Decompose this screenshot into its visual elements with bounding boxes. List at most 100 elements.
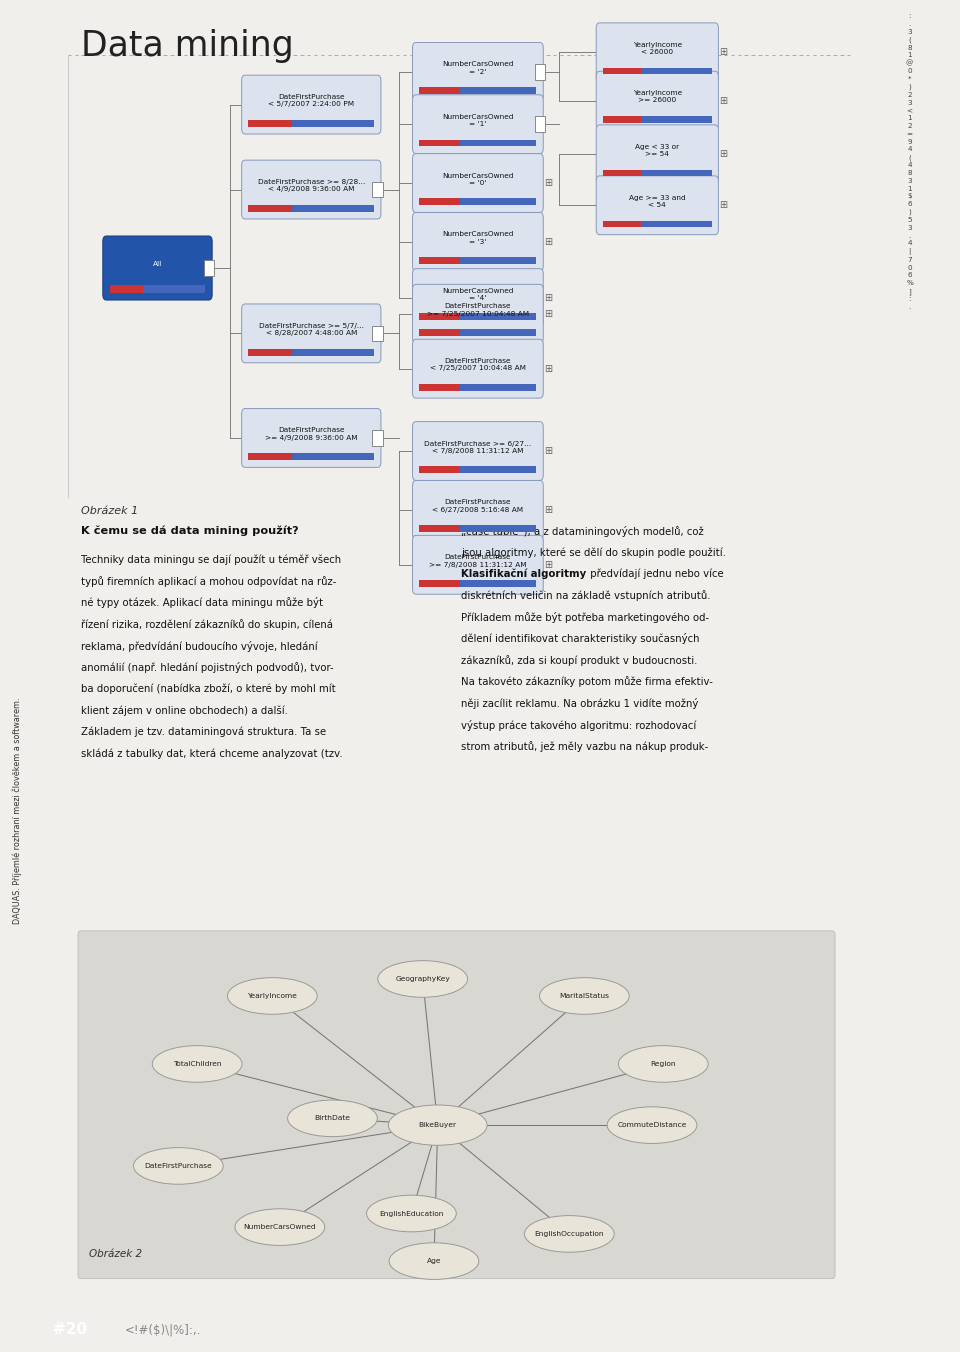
Text: něji zacílit reklamu. Na obrázku 1 vidíte možný: něji zacílit reklamu. Na obrázku 1 vidít… xyxy=(461,698,698,710)
Text: Age >= 33 and
< 54: Age >= 33 and < 54 xyxy=(629,195,685,208)
Bar xyxy=(461,526,537,533)
Text: Základem je tzv. dataminingová struktura. Ta se: Základem je tzv. dataminingová struktura… xyxy=(81,727,325,737)
Bar xyxy=(461,466,537,473)
Bar xyxy=(420,199,461,206)
Bar xyxy=(204,260,214,276)
Text: ⊞: ⊞ xyxy=(719,149,728,160)
Text: YearlyIncome
< 26000: YearlyIncome < 26000 xyxy=(633,42,682,55)
Bar xyxy=(143,285,205,292)
Ellipse shape xyxy=(607,1107,697,1144)
Bar xyxy=(461,314,537,320)
Text: ⊞: ⊞ xyxy=(544,504,552,515)
Text: Obrázek 2: Obrázek 2 xyxy=(89,1249,142,1259)
Bar xyxy=(420,466,461,473)
Bar xyxy=(461,384,537,391)
Ellipse shape xyxy=(288,1101,377,1137)
Bar xyxy=(461,88,537,95)
Bar xyxy=(420,329,461,335)
FancyBboxPatch shape xyxy=(413,95,543,154)
Bar xyxy=(372,181,383,197)
Bar xyxy=(420,314,461,320)
Text: NumberCarsOwned
= '0': NumberCarsOwned = '0' xyxy=(443,173,514,185)
Text: výstup práce takového algoritmu: rozhodovací: výstup práce takového algoritmu: rozhodo… xyxy=(461,719,696,730)
FancyBboxPatch shape xyxy=(596,124,718,184)
Text: NumberCarsOwned: NumberCarsOwned xyxy=(244,1224,316,1230)
Text: dělení identifikovat charakteristiky současných: dělení identifikovat charakteristiky sou… xyxy=(461,634,699,645)
FancyBboxPatch shape xyxy=(413,339,543,397)
Text: CommuteDistance: CommuteDistance xyxy=(617,1122,686,1128)
FancyBboxPatch shape xyxy=(413,154,543,212)
Bar xyxy=(420,139,461,146)
Text: NumberCarsOwned
= '3': NumberCarsOwned = '3' xyxy=(443,231,514,245)
FancyBboxPatch shape xyxy=(596,176,718,235)
Ellipse shape xyxy=(367,1195,456,1232)
Text: NumberCarsOwned
= '1': NumberCarsOwned = '1' xyxy=(443,114,514,127)
Text: NumberCarsOwned
= '2': NumberCarsOwned = '2' xyxy=(443,61,514,74)
Bar xyxy=(372,430,383,446)
Bar xyxy=(461,139,537,146)
FancyBboxPatch shape xyxy=(103,237,212,300)
Text: BirthDate: BirthDate xyxy=(315,1115,350,1121)
Text: ba doporučení (nabídka zboží, o které by mohl mít: ba doporučení (nabídka zboží, o které by… xyxy=(81,684,335,695)
Ellipse shape xyxy=(153,1045,242,1082)
Text: ⊞: ⊞ xyxy=(544,293,552,303)
Text: K čemu se dá data mining použít?: K čemu se dá data mining použít? xyxy=(81,526,299,537)
Text: DateFirstPurchase >= 6/27...
< 7/8/2008 11:31:12 AM: DateFirstPurchase >= 6/27... < 7/8/2008 … xyxy=(424,441,532,454)
Bar xyxy=(603,220,641,227)
Text: ⊞: ⊞ xyxy=(719,200,728,211)
Text: reklama, předvídání budoucího vývoje, hledání: reklama, předvídání budoucího vývoje, hl… xyxy=(81,641,317,652)
Text: DateFirstPurchase
>= 7/25/2007 10:04:48 AM: DateFirstPurchase >= 7/25/2007 10:04:48 … xyxy=(427,303,529,316)
Bar xyxy=(461,329,537,335)
Text: DateFirstPurchase
< 6/27/2008 5:16:48 AM: DateFirstPurchase < 6/27/2008 5:16:48 AM xyxy=(432,499,523,512)
Text: ⊞: ⊞ xyxy=(544,178,552,188)
Ellipse shape xyxy=(228,977,317,1014)
Bar xyxy=(293,120,374,127)
FancyBboxPatch shape xyxy=(413,284,543,343)
Text: Příkladem může být potřeba marketingového od-: Příkladem může být potřeba marketingovéh… xyxy=(461,612,708,623)
Bar xyxy=(420,384,461,391)
Text: BikeBuyer: BikeBuyer xyxy=(419,1122,457,1128)
Text: Obrázek 1: Obrázek 1 xyxy=(81,506,138,516)
Text: předvídají jednu nebo více: předvídají jednu nebo více xyxy=(588,569,724,579)
Ellipse shape xyxy=(389,1242,479,1279)
FancyBboxPatch shape xyxy=(242,408,381,468)
Text: All: All xyxy=(153,261,162,266)
Text: ⊞: ⊞ xyxy=(544,560,552,569)
FancyBboxPatch shape xyxy=(413,269,543,327)
Text: DAQUAS. Příjemlé rozhraní mezi člověkem a softwarem.: DAQUAS. Příjemlé rozhraní mezi člověkem … xyxy=(12,698,21,923)
Bar xyxy=(641,68,711,74)
FancyBboxPatch shape xyxy=(413,480,543,539)
Ellipse shape xyxy=(540,977,629,1014)
Text: strom atributů, jež měly vazbu na nákup produk-: strom atributů, jež měly vazbu na nákup … xyxy=(461,741,708,752)
Text: #20: #20 xyxy=(53,1322,87,1337)
Text: né typy otázek. Aplikací data miningu může být: né typy otázek. Aplikací data miningu mů… xyxy=(81,598,323,608)
Bar xyxy=(420,526,461,533)
Bar xyxy=(293,349,374,356)
Bar xyxy=(641,116,711,123)
Bar xyxy=(641,169,711,176)
Text: Data mining: Data mining xyxy=(81,28,294,62)
Text: TotalChildren: TotalChildren xyxy=(173,1061,222,1067)
Text: klient zájem v online obchodech) a další.: klient zájem v online obchodech) a další… xyxy=(81,706,287,715)
Ellipse shape xyxy=(235,1209,324,1245)
Bar xyxy=(641,220,711,227)
Text: ⊞: ⊞ xyxy=(544,446,552,456)
Text: <!#($)\|%]:,.: <!#($)\|%]:,. xyxy=(125,1324,202,1336)
Bar xyxy=(461,199,537,206)
Text: DateFirstPurchase >= 8/28...
< 4/9/2008 9:36:00 AM: DateFirstPurchase >= 8/28... < 4/9/2008 … xyxy=(257,178,365,192)
Bar xyxy=(293,453,374,460)
FancyBboxPatch shape xyxy=(413,422,543,480)
Text: Klasifikační algoritmy: Klasifikační algoritmy xyxy=(461,569,586,579)
Text: ⊞: ⊞ xyxy=(544,308,552,319)
Text: řízení rizika, rozdělení zákazníků do skupin, cílená: řízení rizika, rozdělení zákazníků do sk… xyxy=(81,619,332,630)
Text: DateFirstPurchase
>= 4/9/2008 9:36:00 AM: DateFirstPurchase >= 4/9/2008 9:36:00 AM xyxy=(265,427,357,441)
Text: DateFirstPurchase
< 5/7/2007 2:24:00 PM: DateFirstPurchase < 5/7/2007 2:24:00 PM xyxy=(268,95,354,107)
Bar xyxy=(420,257,461,264)
Text: DateFirstPurchase
>= 7/8/2008 11:31:12 AM: DateFirstPurchase >= 7/8/2008 11:31:12 A… xyxy=(429,554,527,568)
Ellipse shape xyxy=(378,961,468,998)
Bar xyxy=(420,580,461,587)
Ellipse shape xyxy=(524,1215,614,1252)
Text: ⊞: ⊞ xyxy=(544,364,552,373)
FancyBboxPatch shape xyxy=(242,160,381,219)
FancyBboxPatch shape xyxy=(78,932,835,1279)
